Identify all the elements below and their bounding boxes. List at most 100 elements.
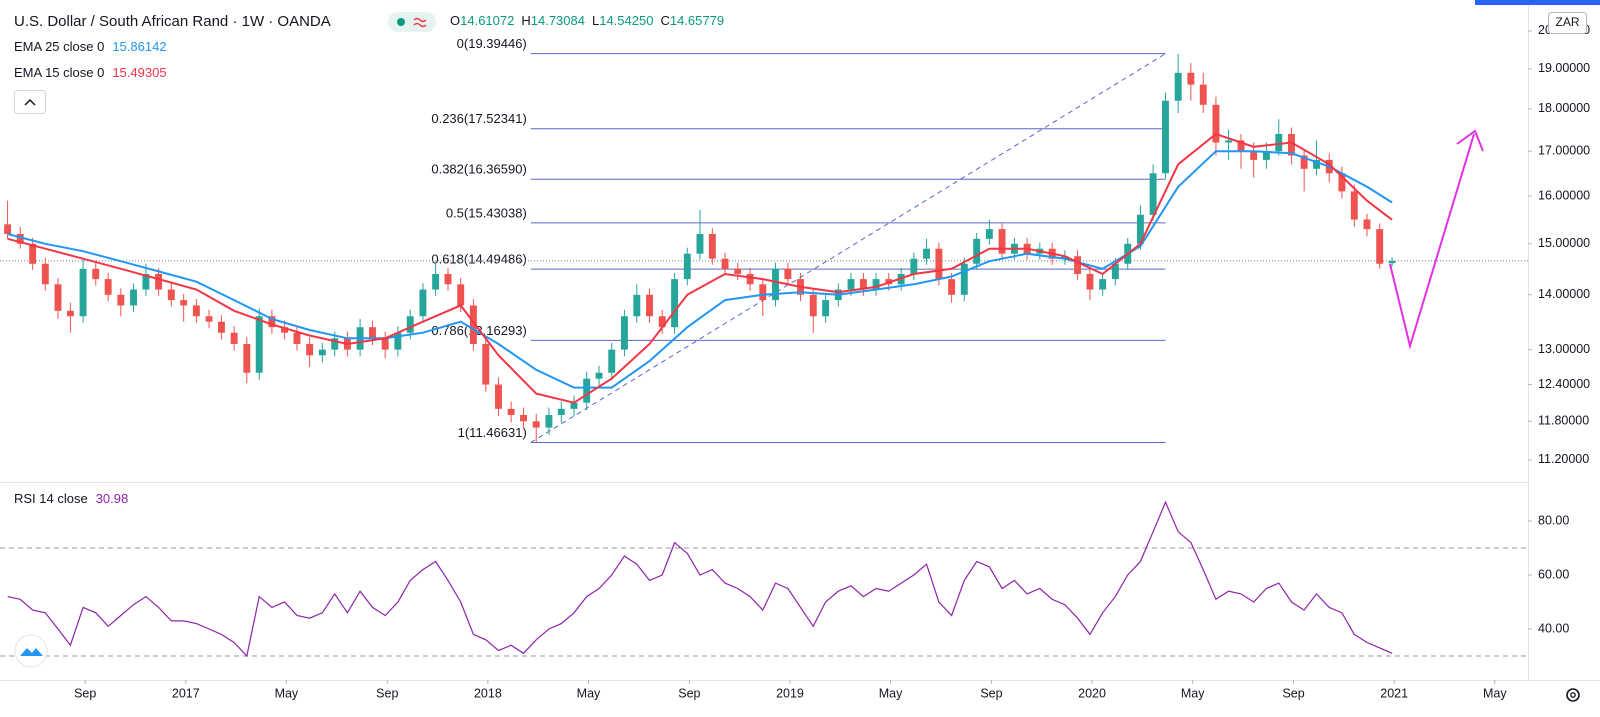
candle-body xyxy=(155,273,163,290)
candle-body xyxy=(217,321,225,333)
candle-body xyxy=(457,284,465,306)
ohlc-value: 14.65779 xyxy=(670,13,724,28)
candle-body xyxy=(734,268,742,274)
button-chevron xyxy=(24,98,36,106)
candle-body xyxy=(444,273,452,285)
candle-body xyxy=(583,378,591,403)
candle-body xyxy=(545,415,553,428)
status-badge[interactable] xyxy=(388,12,436,32)
y-tick-label: 11.80000 xyxy=(1538,414,1589,428)
candle-body xyxy=(1074,256,1082,274)
candle-body xyxy=(1363,219,1371,230)
currency-button[interactable]: ZAR xyxy=(1548,12,1587,34)
candle-body xyxy=(935,248,943,280)
candle-body xyxy=(306,343,314,356)
candle-body xyxy=(192,305,200,317)
plot-layer: 0(19.39446) 0.236(17.52341) 0.382(16.36590… xyxy=(0,12,1590,700)
candle-body xyxy=(721,258,729,269)
candle-body xyxy=(130,289,137,306)
candle-body xyxy=(117,294,125,306)
candle-body xyxy=(66,310,74,317)
candle-body xyxy=(369,327,376,339)
gear-hub xyxy=(1570,692,1576,698)
legend-value: 30.98 xyxy=(96,491,129,506)
candle-body xyxy=(243,343,251,373)
y-tick-label: 19.00000 xyxy=(1538,61,1590,75)
badge-dot xyxy=(397,18,405,26)
candle-body xyxy=(532,421,540,428)
candle-body xyxy=(281,327,289,333)
candle-body xyxy=(696,233,704,254)
candle-body xyxy=(1388,260,1396,264)
indicator-legend: EMA 25 close 0 15.86142 EMA 15 close 0 15.4… xyxy=(14,39,167,80)
x-tick-label: May xyxy=(577,686,601,700)
rsi-legend: RSI 14 close 30.98 xyxy=(14,491,128,506)
candle-body xyxy=(1149,173,1157,215)
candle-body xyxy=(784,268,792,280)
fib-label: 0.5(15.43038) xyxy=(446,205,527,220)
candle-body xyxy=(1275,133,1283,152)
logo-circle xyxy=(14,634,48,668)
fib-label: 0.236(17.52341) xyxy=(431,111,526,126)
fib-label: 0.618(14.49486) xyxy=(431,252,526,267)
candle-body xyxy=(16,233,24,244)
candle-body xyxy=(142,273,150,290)
candle-body xyxy=(1086,273,1094,290)
candle-body xyxy=(1212,104,1220,143)
y-tick-label: 80.00 xyxy=(1538,513,1569,527)
x-tick-label: Sep xyxy=(376,686,398,700)
ohlc-label: H xyxy=(521,13,530,28)
candle-body xyxy=(1250,151,1258,160)
candle-body xyxy=(1199,84,1207,105)
candle-body xyxy=(180,300,188,306)
ema-line xyxy=(7,150,1393,389)
candle-body xyxy=(708,233,716,259)
candle-body xyxy=(520,415,527,422)
candle-body xyxy=(1225,140,1233,143)
ohlc-value: 14.73084 xyxy=(531,13,585,28)
fib-label: 0(19.39446) xyxy=(457,36,527,51)
candle-body xyxy=(973,238,981,264)
top-accent xyxy=(1475,0,1600,5)
collapse-button[interactable] xyxy=(14,90,46,114)
legend-name: RSI 14 close xyxy=(14,491,88,506)
candle-body xyxy=(167,289,175,301)
x-tick-label: 2018 xyxy=(474,686,502,700)
candle-body xyxy=(809,294,817,317)
projection-path xyxy=(1389,133,1475,350)
candle-body xyxy=(948,279,956,295)
ema-line xyxy=(7,132,1393,404)
candle-body xyxy=(822,300,830,317)
candle-body xyxy=(633,294,641,317)
candle-body xyxy=(1174,72,1182,101)
candle-body xyxy=(507,408,515,416)
projection-arrowhead xyxy=(1456,129,1484,152)
ohlc-label: L xyxy=(592,13,599,28)
currency-box xyxy=(1548,12,1587,34)
candle-body xyxy=(268,316,276,328)
x-tick-label: Sep xyxy=(74,686,96,700)
rsi-line xyxy=(7,500,1393,658)
candle-body xyxy=(759,284,767,301)
candle-body xyxy=(432,273,440,290)
candle-body xyxy=(1300,155,1308,169)
candle-body xyxy=(847,279,855,290)
y-tick-label: 17.00000 xyxy=(1538,143,1590,157)
x-tick-label: May xyxy=(1483,686,1507,700)
candle-body xyxy=(608,349,616,373)
currency-label: ZAR xyxy=(1556,15,1580,29)
badge-bg xyxy=(388,12,436,32)
settings-gear[interactable] xyxy=(1566,688,1580,702)
candle-body xyxy=(671,279,679,328)
candle-body xyxy=(318,349,326,356)
candle-body xyxy=(1338,173,1346,192)
projection-arrow xyxy=(1389,129,1484,350)
x-tick-label: 2017 xyxy=(172,686,200,700)
fib-label: 0.382(16.36590) xyxy=(431,162,526,177)
x-tick-label: May xyxy=(879,686,903,700)
candle-body xyxy=(910,258,918,274)
candle-body xyxy=(772,268,779,301)
candle-body xyxy=(1111,263,1119,280)
legend-value: 15.86142 xyxy=(112,39,166,54)
candle-body xyxy=(494,384,502,409)
